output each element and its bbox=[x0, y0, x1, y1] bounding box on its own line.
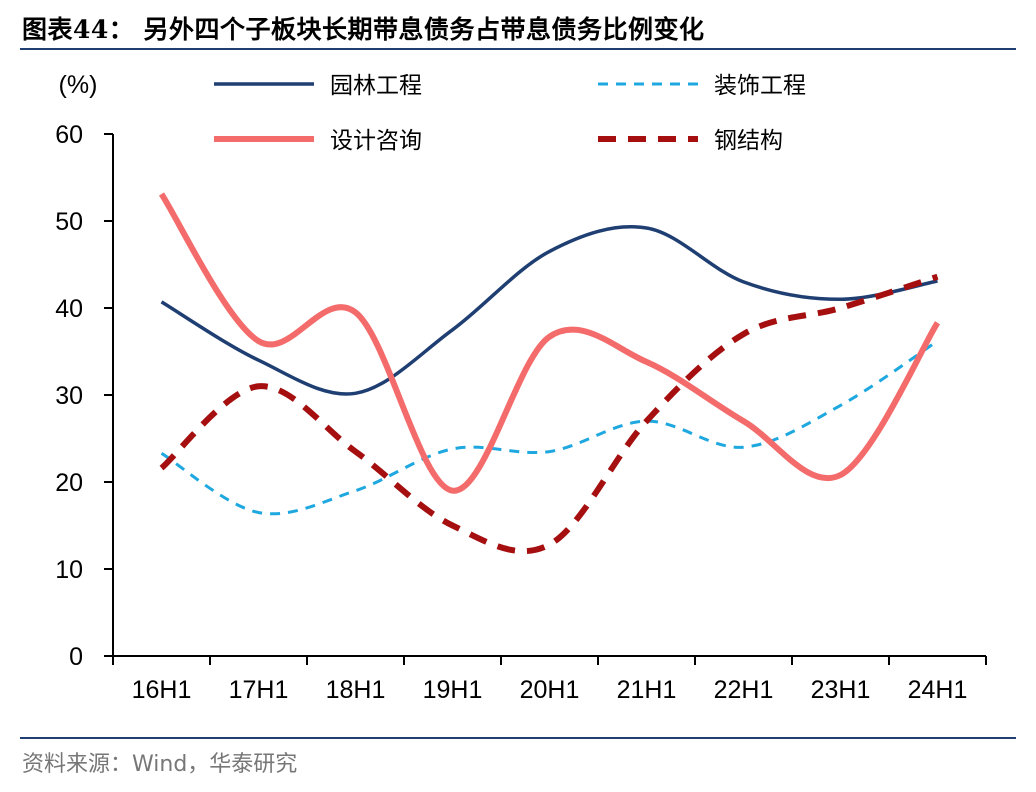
x-tick-label: 22H1 bbox=[714, 676, 774, 704]
y-tick-label: 40 bbox=[55, 295, 83, 323]
y-tick-label: 20 bbox=[55, 469, 83, 497]
x-tick-label: 24H1 bbox=[908, 676, 968, 704]
y-tick-label: 0 bbox=[69, 643, 83, 671]
legend-label-3: 钢结构 bbox=[714, 128, 783, 154]
x-tick-label: 16H1 bbox=[132, 676, 192, 704]
series-line-3 bbox=[159, 273, 939, 555]
y-tick-label: 30 bbox=[55, 382, 83, 410]
x-tick-label: 23H1 bbox=[811, 676, 871, 704]
x-tick-label: 19H1 bbox=[423, 676, 483, 704]
top-divider bbox=[20, 48, 1016, 50]
y-tick-label: 50 bbox=[55, 208, 83, 236]
y-axis-unit: (%) bbox=[59, 71, 98, 99]
x-tick-label: 17H1 bbox=[229, 676, 289, 704]
figure-title: 图表44： 另外四个子板块长期带息债务占带息债务比例变化 bbox=[22, 15, 705, 44]
series-line-2 bbox=[158, 192, 941, 494]
x-tick-label: 18H1 bbox=[326, 676, 386, 704]
bottom-divider bbox=[20, 737, 1016, 739]
legend-label-1: 装饰工程 bbox=[714, 73, 806, 99]
y-tick-label: 60 bbox=[55, 121, 83, 149]
y-tick-label: 10 bbox=[55, 556, 83, 584]
legend-label-0: 园林工程 bbox=[330, 73, 422, 99]
x-tick-label: 20H1 bbox=[520, 676, 580, 704]
series-lines bbox=[158, 192, 941, 555]
series-line-1 bbox=[160, 339, 939, 516]
legend-label-2: 设计咨询 bbox=[330, 128, 422, 154]
source-note: 资料来源：Wind，华泰研究 bbox=[22, 752, 298, 777]
series-line-0 bbox=[160, 225, 938, 396]
x-tick-label: 21H1 bbox=[617, 676, 677, 704]
axes: 0 10 20 30 40 50 60 (%) 16H1 17H1 18H1 19H1 20H1 21H1… bbox=[55, 71, 987, 704]
